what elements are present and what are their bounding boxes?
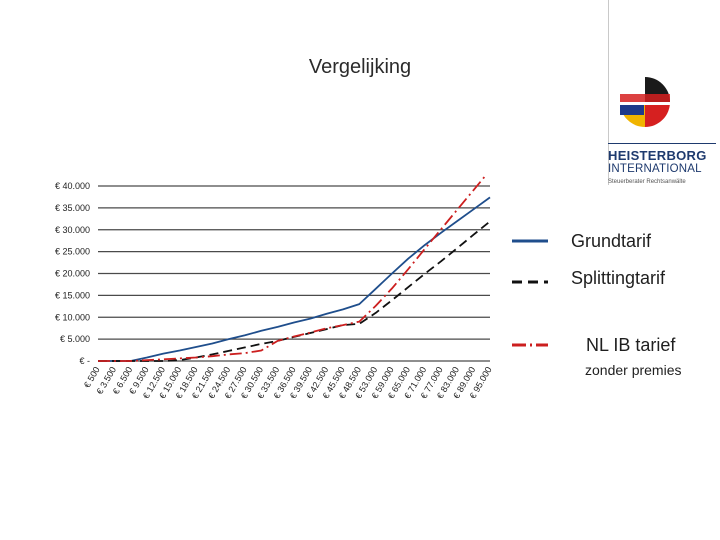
y-tick-label: € -: [79, 356, 90, 366]
series-line-2: [98, 175, 488, 362]
logo-name: HEISTERBORG: [608, 148, 707, 163]
series-line-1: [98, 220, 491, 362]
brand-divider: [608, 0, 609, 185]
logo-line-top: [608, 143, 716, 144]
legend-label-grundtarif: Grundtarif: [571, 231, 652, 251]
y-tick-label: € 10.000: [55, 312, 90, 322]
legend-label-splittingtarif: Splittingtarif: [571, 268, 666, 288]
legend-label-nl-ib-sub: zonder premies: [585, 362, 682, 378]
y-tick-label: € 5.000: [60, 334, 90, 344]
y-tick-label: € 40.000: [55, 181, 90, 191]
y-tick-label: € 20.000: [55, 269, 90, 279]
logo-tagline: Steuerberater Rechtsanwälte: [608, 179, 686, 185]
logo-sub: INTERNATIONAL: [608, 163, 702, 175]
heisterborg-logo-icon: [620, 77, 670, 127]
y-tick-label: € 35.000: [55, 203, 90, 213]
line-chart: € - € 5.000 € 10.000 € 15.000 € 20.000 € 25.0…: [55, 175, 494, 400]
legend-label-nl-ib: NL IB tarief: [586, 335, 676, 355]
legend-swatch-nl-ib: [512, 343, 548, 347]
y-tick-label: € 30.000: [55, 225, 90, 235]
legend-swatch-splittingtarif: [512, 280, 548, 284]
y-tick-label: € 25.000: [55, 247, 90, 257]
legend-swatch-grundtarif: [512, 239, 548, 243]
series-line-0: [98, 196, 491, 362]
y-tick-label: € 15.000: [55, 290, 90, 300]
slide-title: Vergelijking: [308, 56, 412, 78]
